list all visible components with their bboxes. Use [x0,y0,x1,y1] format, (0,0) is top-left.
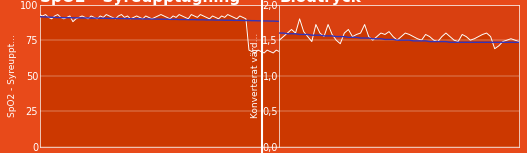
Text: Blodtryck: Blodtryck [279,0,361,5]
Y-axis label: SpO2 - Syreuppt...: SpO2 - Syreuppt... [8,34,17,117]
Y-axis label: Konverterat värd...: Konverterat värd... [251,33,260,118]
Text: SpO2 - Syreupptagning: SpO2 - Syreupptagning [40,0,240,5]
